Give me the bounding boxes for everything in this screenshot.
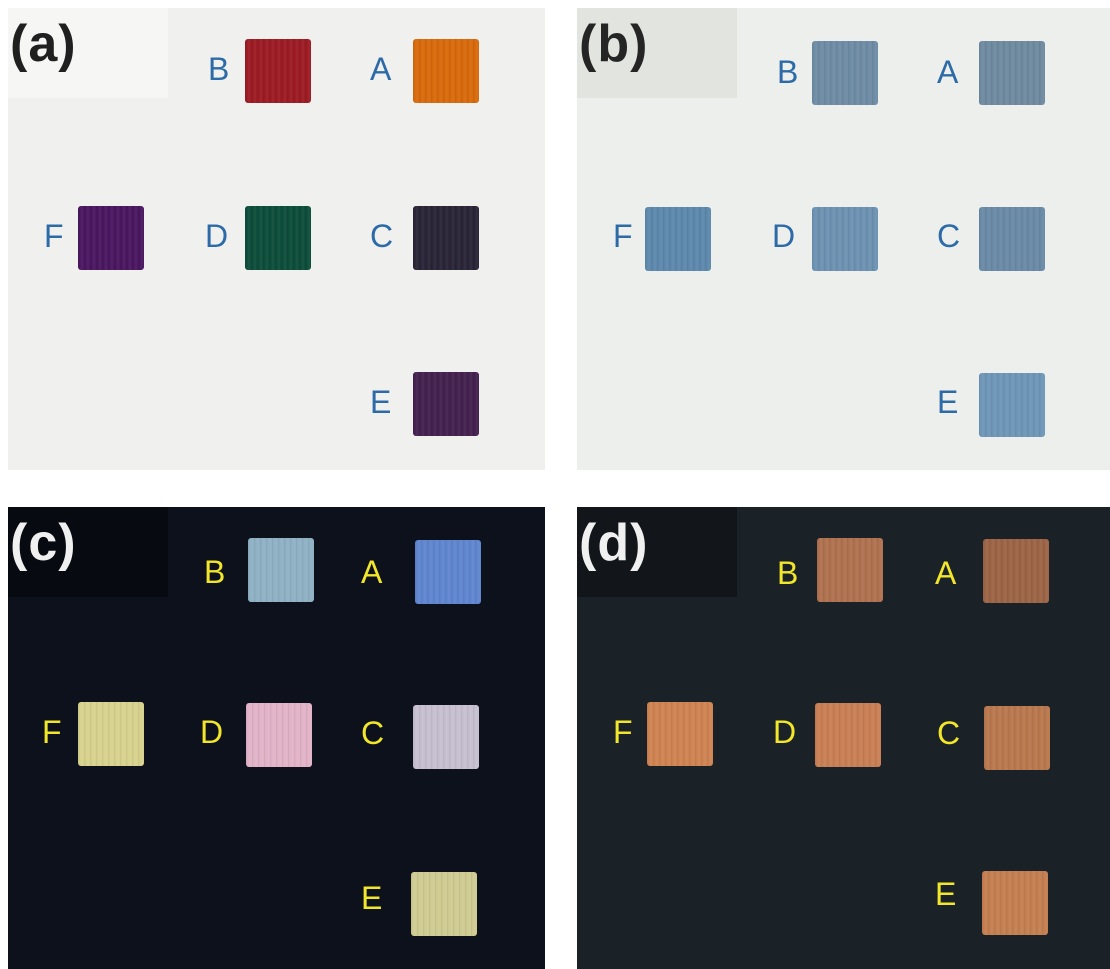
panel-b-square-f bbox=[645, 207, 711, 271]
panel-d-square-b bbox=[817, 538, 883, 602]
panel-d-square-d bbox=[815, 703, 881, 767]
panel-d-square-a bbox=[983, 539, 1049, 603]
panel-b-square-a bbox=[979, 41, 1045, 105]
panel-b-tag-box bbox=[577, 8, 737, 98]
panel-d-label-d: D bbox=[773, 714, 797, 750]
panel-a-label-e: E bbox=[370, 384, 392, 420]
panel-d-square-c bbox=[984, 706, 1050, 770]
panel-c-label-b: B bbox=[204, 554, 226, 590]
panel-b-label-e: E bbox=[937, 384, 959, 420]
panel-d-label-b: B bbox=[777, 555, 799, 591]
panel-b-tag: (b) bbox=[579, 15, 649, 73]
panel-d-label-f: F bbox=[613, 714, 633, 750]
panel-d-square-f bbox=[647, 702, 713, 766]
panel-c-square-d bbox=[246, 703, 312, 767]
panel-c-square-c bbox=[413, 705, 479, 769]
panel-d-tag-box bbox=[577, 507, 737, 597]
panel-c-tag: (c) bbox=[10, 514, 77, 572]
panel-a-square-c bbox=[413, 206, 479, 270]
panel-b-label-b: B bbox=[777, 54, 799, 90]
panel-a: (a) B A F D C E bbox=[8, 8, 545, 470]
panel-a-tag-box bbox=[8, 8, 168, 98]
panel-a-label-c: C bbox=[370, 218, 394, 254]
panel-c-square-f bbox=[78, 702, 144, 766]
panel-a-label-b: B bbox=[208, 51, 230, 87]
panel-d: (d) B A F D C E bbox=[577, 507, 1110, 969]
panel-b-square-e bbox=[979, 373, 1045, 437]
panel-c: (c) B A F D C E bbox=[8, 507, 545, 969]
panel-b-square-b bbox=[812, 41, 878, 105]
panel-b-label-a: A bbox=[937, 54, 959, 90]
panel-c-square-b bbox=[248, 538, 314, 602]
panel-a-square-a bbox=[413, 39, 479, 103]
panel-c-tag-box bbox=[8, 507, 168, 597]
panel-b-label-c: C bbox=[937, 218, 961, 254]
panel-d-label-a: A bbox=[935, 555, 957, 591]
panel-a-label-d: D bbox=[205, 218, 229, 254]
panel-d-label-e: E bbox=[935, 876, 957, 912]
panel-d-label-c: C bbox=[937, 715, 961, 751]
panel-a-square-e bbox=[413, 372, 479, 436]
panel-a-square-b bbox=[245, 39, 311, 103]
panel-c-label-c: C bbox=[361, 715, 385, 751]
panel-a-label-f: F bbox=[44, 218, 64, 254]
panel-a-tag: (a) bbox=[10, 15, 77, 73]
panel-b: (b) B A F D C E bbox=[577, 8, 1110, 470]
panel-c-label-e: E bbox=[361, 880, 383, 916]
panel-c-label-d: D bbox=[200, 714, 224, 750]
panel-b-square-d bbox=[812, 207, 878, 271]
panel-a-label-a: A bbox=[370, 51, 392, 87]
panel-c-square-e bbox=[411, 872, 477, 936]
panel-a-square-d bbox=[245, 206, 311, 270]
panel-d-square-e bbox=[982, 871, 1048, 935]
panel-c-label-a: A bbox=[361, 554, 383, 590]
panel-b-label-f: F bbox=[613, 218, 633, 254]
panel-a-square-f bbox=[78, 206, 144, 270]
panel-b-square-c bbox=[979, 207, 1045, 271]
panel-d-tag: (d) bbox=[579, 514, 649, 572]
panel-c-square-a bbox=[415, 540, 481, 604]
panel-b-label-d: D bbox=[772, 218, 796, 254]
panel-c-label-f: F bbox=[42, 714, 62, 750]
